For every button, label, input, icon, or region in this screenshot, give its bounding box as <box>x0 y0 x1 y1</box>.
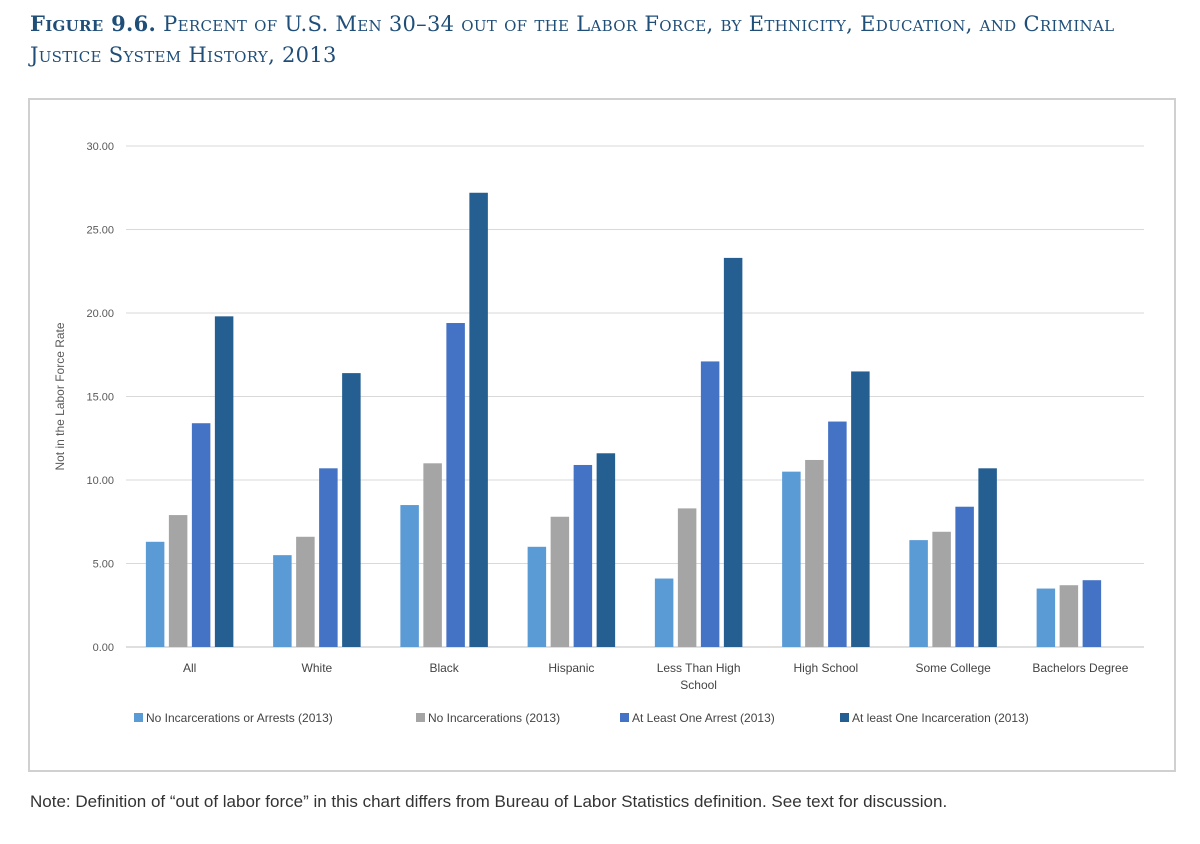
bar <box>978 468 997 647</box>
bar <box>469 192 488 647</box>
x-tick-label: All <box>183 661 196 675</box>
bar <box>805 459 824 647</box>
bar <box>677 508 697 647</box>
legend-label: No Incarcerations (2013) <box>428 711 560 725</box>
x-tick-label: Bachelors Degree <box>1032 661 1128 675</box>
bar <box>1059 585 1079 647</box>
bar <box>909 540 928 647</box>
bar <box>932 531 951 647</box>
bar <box>400 505 419 647</box>
legend-swatch <box>134 713 143 722</box>
legend-swatch <box>840 713 849 722</box>
bar <box>851 371 870 647</box>
y-tick-label: 15.00 <box>86 392 114 404</box>
bar <box>319 468 338 647</box>
x-tick-label: Black <box>429 661 459 675</box>
figure-title: Figure 9.6. Percent of U.S. Men 30–34 ou… <box>30 8 1180 71</box>
chart-frame: 0.00 5.00 10.00 15.00 20.00 25.00 30.00 Not in … <box>28 98 1176 772</box>
y-tick-label: 20.00 <box>86 308 114 320</box>
bar <box>527 546 547 647</box>
bar <box>168 515 188 647</box>
y-tick-label: 5.00 <box>93 559 114 571</box>
bar <box>955 506 974 647</box>
legend-swatch <box>620 713 629 722</box>
bar <box>828 421 847 647</box>
bar <box>273 555 292 647</box>
figure-note: Note: Definition of “out of labor force”… <box>30 792 948 811</box>
y-tick-label: 30.00 <box>86 141 114 153</box>
y-tick-label: 0.00 <box>93 642 114 654</box>
x-tick-label: Hispanic <box>548 661 594 675</box>
bar <box>446 323 465 647</box>
bar <box>342 373 361 647</box>
x-tick-label: White <box>302 661 333 675</box>
bar <box>191 423 211 647</box>
bar <box>296 536 315 647</box>
bar <box>573 464 593 647</box>
y-tick-label: 10.00 <box>86 475 114 487</box>
bar <box>723 257 743 647</box>
legend-label: At least One Incarceration (2013) <box>852 711 1029 725</box>
legend-label: No Incarcerations or Arrests (2013) <box>146 711 333 725</box>
legend-swatch <box>416 713 425 722</box>
figure-label: Figure 9.6. <box>30 11 157 36</box>
bar <box>700 361 720 647</box>
y-tick-label: 25.00 <box>86 225 114 237</box>
bar <box>214 316 234 647</box>
bar <box>596 453 616 647</box>
x-tick-label: Less Than High School <box>657 661 741 692</box>
x-tick-label: Some College <box>915 661 991 675</box>
x-tick-label: High School <box>794 661 859 675</box>
bar <box>145 541 165 647</box>
bar <box>1036 588 1056 647</box>
bar <box>550 516 570 647</box>
bar-chart: 0.00 5.00 10.00 15.00 20.00 25.00 30.00 Not in … <box>53 141 1144 725</box>
bar <box>654 578 674 647</box>
y-axis-label: Not in the Labor Force Rate <box>53 322 67 470</box>
bar <box>423 463 442 647</box>
figure-title-text: Percent of U.S. Men 30–34 out of the Lab… <box>30 12 1115 67</box>
bar <box>1082 580 1102 647</box>
bar <box>782 471 801 647</box>
legend-label: At Least One Arrest (2013) <box>632 711 775 725</box>
